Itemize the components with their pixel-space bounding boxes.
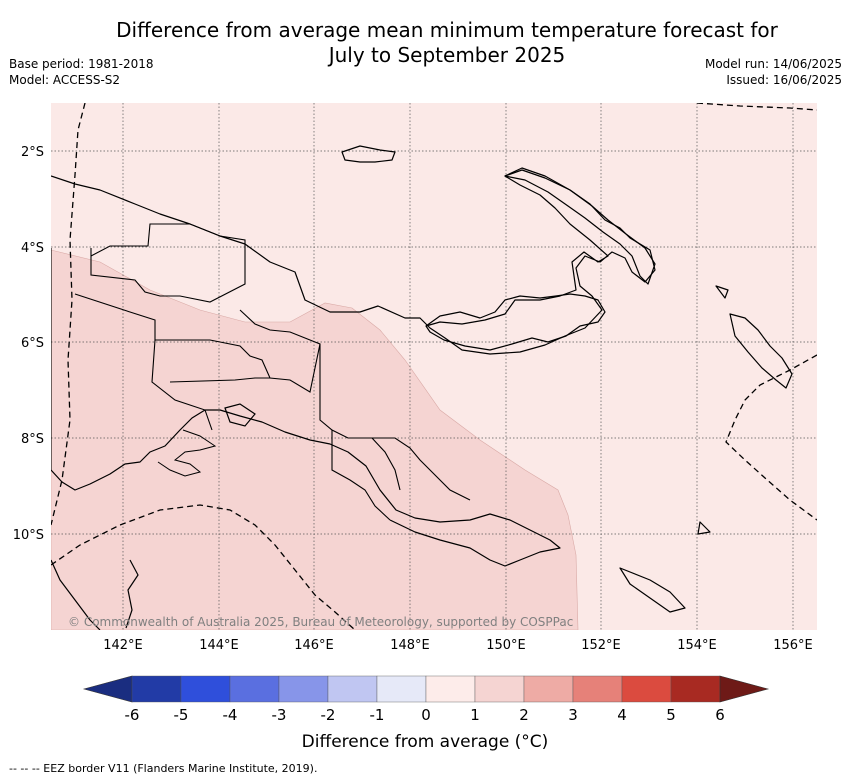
meta-left: Base period: 1981-2018 Model: ACCESS-S2 [9, 56, 154, 88]
colorbar-tick-label: 1 [470, 706, 480, 724]
colorbar-segment [131, 675, 182, 703]
lon-label: 144°E [199, 638, 239, 653]
province-border-6 [331, 430, 391, 521]
colorbar-segment [572, 675, 623, 703]
colorbar-segment [376, 675, 427, 703]
colorbar-label: Difference from average (°C) [301, 732, 549, 752]
colorbar-segment [523, 675, 574, 703]
colorbar-segment [425, 675, 476, 703]
province-border-1 [74, 293, 213, 431]
title-line-2: July to September 2025 [328, 43, 566, 67]
lat-label: 2°S [21, 145, 44, 160]
eez-footnote: -- -- -- EEZ border V11 (Flanders Marine… [9, 762, 318, 775]
graticule [51, 103, 817, 630]
chart-title: Difference from average mean minimum tem… [0, 18, 850, 68]
colorbar-tick-label: -2 [321, 706, 336, 724]
colorbar-tick-label: 2 [519, 706, 529, 724]
issued-date: Issued: 16/06/2025 [726, 73, 842, 87]
colorbar-segment [327, 675, 378, 703]
lon-label: 152°E [581, 638, 621, 653]
longitude-labels: 142°E 144°E 146°E 148°E 150°E 152°E 154°… [103, 638, 813, 653]
lon-label: 156°E [773, 638, 813, 653]
title-line-1: Difference from average mean minimum tem… [116, 18, 778, 42]
colorbar: -6 -5 -4 -3 -2 -1 0 1 2 3 4 5 6 [82, 675, 770, 724]
latitude-labels: 2°S 4°S 6°S 8°S 10°S [13, 145, 44, 543]
province-border-5 [319, 344, 471, 501]
colorbar-tick-label: -1 [370, 706, 385, 724]
colorbar-extend-high [719, 675, 770, 703]
torres-strait-islands [125, 559, 139, 629]
lat-label: 6°S [21, 336, 44, 351]
colorbar-segment [278, 675, 329, 703]
map-area: © Commonwealth of Australia 2025, Bureau… [51, 103, 817, 630]
lon-label: 150°E [486, 638, 526, 653]
colorbar-tick-label: 3 [568, 706, 578, 724]
fly-river-coast [157, 429, 217, 477]
eez-borders [51, 103, 817, 630]
colorbar-tick-label: 4 [617, 706, 627, 724]
eez-south [51, 504, 356, 630]
anomaly-1-2-region [51, 249, 579, 630]
colorbar-segment [621, 675, 672, 703]
borders [51, 223, 471, 521]
model-name: Model: ACCESS-S2 [9, 73, 121, 87]
colorbar-tick-label: -3 [272, 706, 287, 724]
province-border-7 [371, 437, 401, 491]
province-border-4 [169, 377, 270, 383]
lon-label: 148°E [390, 638, 430, 653]
colorbar-segment [229, 675, 280, 703]
colorbar-tick-label: -5 [174, 706, 189, 724]
islands-east [619, 285, 729, 613]
lat-label: 4°S [21, 241, 44, 256]
new-guinea-coast [51, 169, 656, 355]
coastlines [51, 145, 793, 630]
province-border-2 [90, 223, 246, 303]
new-britain [425, 293, 606, 351]
colorbar-tick-label: 5 [666, 706, 676, 724]
lake-murray [224, 403, 256, 427]
colorbar-segment [180, 675, 231, 703]
colorbar-tick-label: -6 [125, 706, 140, 724]
eez-northeast [696, 103, 817, 111]
cape-york [51, 559, 101, 630]
colorbar-tick-label: 6 [715, 706, 725, 724]
manus [341, 145, 396, 163]
meta-right: Model run: 14/06/2025 Issued: 16/06/2025 [705, 56, 842, 88]
model-run: Model run: 14/06/2025 [704, 57, 842, 71]
lon-label: 142°E [103, 638, 143, 653]
colorbar-tick-label: 0 [421, 706, 431, 724]
colorbar-tick-label: -4 [223, 706, 238, 724]
base-period: Base period: 1981-2018 [9, 57, 154, 71]
bougainville [729, 313, 793, 389]
eez-west [51, 103, 86, 526]
lat-label: 8°S [21, 432, 44, 447]
colorbar-segment [474, 675, 525, 703]
colorbar-segment [670, 675, 721, 703]
new-ireland [504, 167, 656, 285]
colorbar-extend-low [82, 675, 133, 703]
lon-label: 146°E [294, 638, 334, 653]
new-guinea-south-coast [51, 409, 561, 567]
lon-label: 154°E [677, 638, 717, 653]
lat-label: 10°S [13, 528, 44, 543]
copyright-notice: © Commonwealth of Australia 2025, Bureau… [68, 615, 573, 629]
province-border-3 [155, 309, 321, 393]
eez-solomon [725, 354, 817, 521]
